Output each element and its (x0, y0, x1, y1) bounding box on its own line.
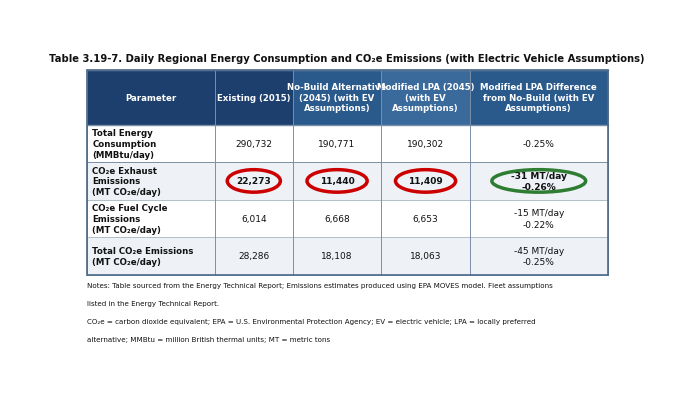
Text: Total CO₂e Emissions
(MT CO₂e/day): Total CO₂e Emissions (MT CO₂e/day) (93, 247, 194, 266)
Bar (87, 238, 608, 275)
Bar (87, 200, 608, 238)
Text: 11,409: 11,409 (408, 177, 443, 186)
Text: CO₂e = carbon dioxide equivalent; EPA = U.S. Environmental Protection Agency; EV: CO₂e = carbon dioxide equivalent; EPA = … (87, 319, 536, 324)
Text: -31 MT/day
-0.26%: -31 MT/day -0.26% (510, 172, 567, 192)
Text: Table 3.19-7. Daily Regional Energy Consumption and CO₂e Emissions (with Electri: Table 3.19-7. Daily Regional Energy Cons… (49, 54, 645, 64)
Text: CO₂e Fuel Cycle
Emissions
(MT CO₂e/day): CO₂e Fuel Cycle Emissions (MT CO₂e/day) (93, 204, 168, 234)
Text: 28,286: 28,286 (238, 252, 269, 261)
Text: No-Build Alternative
(2045) (with EV
Assumptions): No-Build Alternative (2045) (with EV Ass… (288, 83, 387, 113)
Text: -0.25%: -0.25% (523, 140, 554, 148)
Text: listed in the Energy Technical Report.: listed in the Energy Technical Report. (87, 301, 219, 307)
Text: 22,273: 22,273 (236, 177, 271, 186)
Text: 6,014: 6,014 (241, 215, 267, 223)
Bar (215, 70, 293, 125)
Bar (87, 70, 215, 125)
Text: Notes: Table sourced from the Energy Technical Report; Emissions estimates produ: Notes: Table sourced from the Energy Tec… (87, 283, 553, 289)
Bar (87, 70, 608, 275)
Text: 18,063: 18,063 (410, 252, 441, 261)
Text: Parameter: Parameter (125, 93, 177, 102)
Text: -45 MT/day
-0.25%: -45 MT/day -0.25% (514, 246, 564, 266)
Text: Modified LPA (2045)
(with EV
Assumptions): Modified LPA (2045) (with EV Assumptions… (377, 83, 475, 113)
Bar (470, 70, 608, 125)
Text: Total Energy
Consumption
(MMBtu/day): Total Energy Consumption (MMBtu/day) (93, 129, 157, 159)
Bar (293, 70, 381, 125)
Text: 6,668: 6,668 (324, 215, 350, 223)
Bar (87, 125, 608, 163)
Text: Existing (2015): Existing (2015) (217, 93, 290, 102)
Text: CO₂e Exhaust
Emissions
(MT CO₂e/day): CO₂e Exhaust Emissions (MT CO₂e/day) (93, 166, 161, 196)
Text: alternative; MMBtu = million British thermal units; MT = metric tons: alternative; MMBtu = million British the… (87, 336, 330, 342)
Text: 6,653: 6,653 (413, 215, 439, 223)
Bar (381, 70, 470, 125)
Text: 190,771: 190,771 (318, 140, 355, 148)
Text: 11,440: 11,440 (320, 177, 355, 186)
Text: Modified LPA Difference
from No-Build (with EV
Assumptions): Modified LPA Difference from No-Build (w… (481, 83, 597, 113)
Text: 190,302: 190,302 (407, 140, 444, 148)
Bar (87, 163, 608, 200)
Text: 290,732: 290,732 (236, 140, 272, 148)
Text: -15 MT/day
-0.22%: -15 MT/day -0.22% (514, 209, 564, 229)
Text: 18,108: 18,108 (322, 252, 353, 261)
